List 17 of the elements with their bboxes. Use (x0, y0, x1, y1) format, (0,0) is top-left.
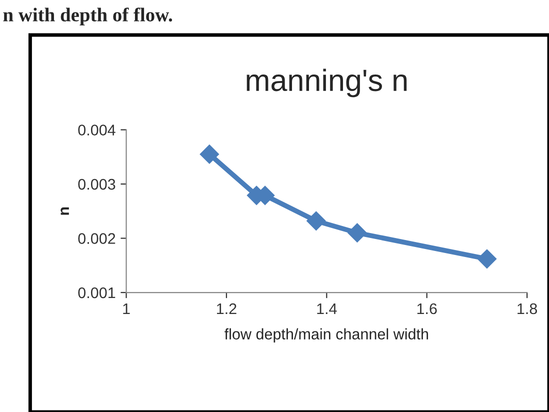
point (200, 144, 219, 164)
text: n with depth of flow. (3, 8, 172, 26)
y-tick-label: 0.002 (78, 233, 116, 244)
y-tick-label: 0.004 (78, 124, 116, 136)
chart-title: manning's n (246, 68, 407, 98)
y-tick-label: 0.001 (78, 287, 116, 298)
point (348, 223, 367, 242)
x-axis-title: flow depth/main channel width (224, 328, 428, 343)
x-tick-label: 1.8 (518, 303, 537, 314)
x-tick-label: 1.2 (217, 303, 236, 314)
x-tick-label: 1 (123, 304, 130, 314)
point (477, 249, 496, 268)
y-axis-title: n (60, 207, 69, 215)
y-tick-label: 0.003 (78, 178, 116, 190)
x-tick-label: 1.6 (417, 303, 437, 314)
x-tick-label: 1.4 (317, 304, 337, 314)
point (306, 211, 326, 230)
